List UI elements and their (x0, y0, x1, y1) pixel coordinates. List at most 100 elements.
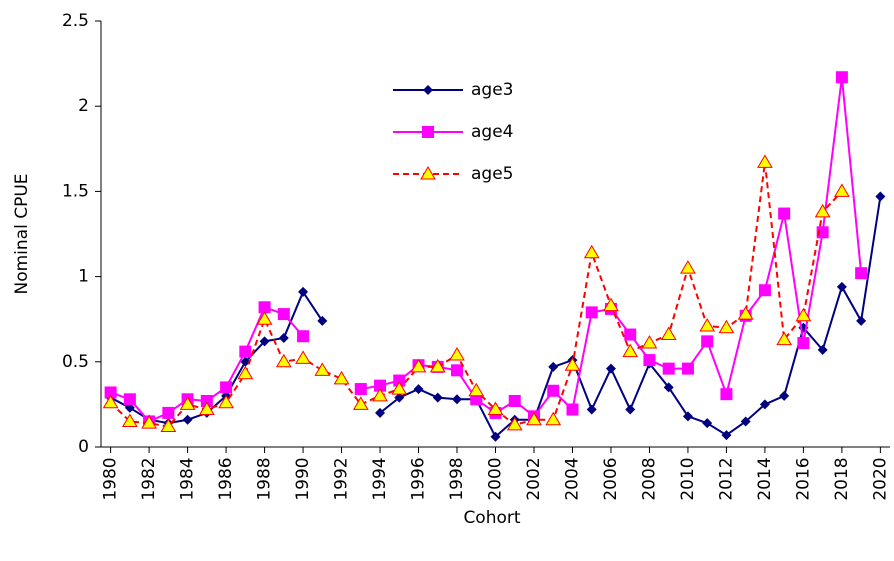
marker (508, 394, 521, 407)
marker (162, 406, 175, 419)
marker (259, 336, 270, 347)
marker (352, 396, 369, 410)
marker (758, 284, 771, 297)
marker (239, 345, 252, 358)
marker (121, 413, 138, 427)
marker (718, 319, 735, 334)
marker (297, 330, 310, 343)
marker (393, 374, 406, 387)
x-axis-label: Cohort (463, 508, 520, 528)
marker (585, 306, 598, 319)
marker (605, 363, 616, 374)
marker (855, 267, 868, 280)
x-tick-label: 1994 (370, 457, 390, 500)
x-tick-label: 2000 (486, 457, 506, 500)
legend-label: age5 (471, 164, 513, 184)
marker (662, 362, 675, 375)
marker (141, 415, 157, 429)
marker (314, 362, 331, 376)
marker (740, 416, 751, 427)
marker (410, 358, 427, 373)
marker (256, 311, 273, 325)
y-tick-label: 1 (78, 267, 89, 287)
marker (814, 203, 831, 218)
marker (622, 343, 639, 358)
y-tick-label: 0 (78, 437, 89, 457)
marker (757, 154, 773, 168)
marker (104, 386, 117, 399)
marker (702, 418, 713, 429)
x-tick-label: 2014 (755, 457, 775, 500)
marker (258, 301, 271, 314)
marker (160, 418, 177, 433)
marker (123, 393, 136, 406)
marker (660, 326, 677, 341)
marker (566, 403, 579, 416)
marker (835, 71, 848, 84)
legend-marker (420, 166, 436, 180)
marker (372, 387, 388, 402)
x-tick-label: 1980 (101, 457, 121, 500)
marker (487, 401, 504, 416)
x-tick-label: 2002 (524, 457, 544, 500)
marker (564, 357, 581, 371)
marker (449, 346, 465, 361)
x-tick-label: 1992 (332, 457, 352, 500)
marker (278, 332, 289, 343)
x-tick-label: 1988 (255, 457, 275, 500)
marker (470, 393, 483, 406)
marker (526, 411, 542, 426)
marker (817, 344, 828, 355)
marker (759, 399, 770, 410)
x-tick-label: 1984 (178, 457, 198, 500)
marker (721, 430, 732, 441)
marker (701, 335, 714, 348)
y-tick-label: 0.5 (62, 352, 89, 372)
marker (218, 394, 234, 409)
marker (834, 183, 850, 197)
x-tick-label: 2004 (562, 457, 582, 500)
marker (298, 286, 309, 297)
marker (875, 191, 886, 202)
marker (333, 370, 350, 385)
marker (354, 383, 367, 396)
x-tick-label: 2006 (601, 457, 621, 500)
x-tick-label: 1996 (409, 457, 429, 500)
marker (737, 306, 754, 320)
marker (277, 308, 290, 321)
x-tick-label: 2008 (639, 457, 659, 500)
marker (200, 394, 213, 407)
marker (179, 396, 196, 410)
marker (641, 335, 658, 349)
marker (643, 354, 656, 367)
marker (720, 388, 733, 401)
marker (583, 244, 600, 259)
marker (429, 358, 446, 373)
x-tick-label: 1990 (293, 457, 313, 500)
marker (682, 411, 693, 422)
marker (394, 392, 405, 403)
marker (545, 411, 562, 426)
marker (413, 384, 424, 395)
marker (699, 318, 716, 332)
x-tick-label: 2020 (870, 457, 890, 500)
marker (547, 384, 560, 397)
x-tick-label: 1982 (139, 457, 159, 500)
marker (432, 392, 443, 403)
marker (182, 414, 193, 425)
marker (586, 404, 597, 415)
y-tick-label: 2 (78, 96, 89, 116)
marker (468, 382, 485, 397)
marker (317, 315, 328, 326)
marker (391, 381, 408, 395)
marker (490, 431, 501, 442)
x-tick-label: 2012 (716, 457, 736, 500)
marker (548, 361, 559, 372)
marker (295, 350, 311, 364)
x-tick-label: 1998 (447, 457, 467, 500)
legend-label: age3 (471, 80, 513, 100)
x-tick-label: 2016 (793, 457, 813, 500)
marker (451, 364, 464, 377)
legend-label: age4 (471, 122, 513, 142)
